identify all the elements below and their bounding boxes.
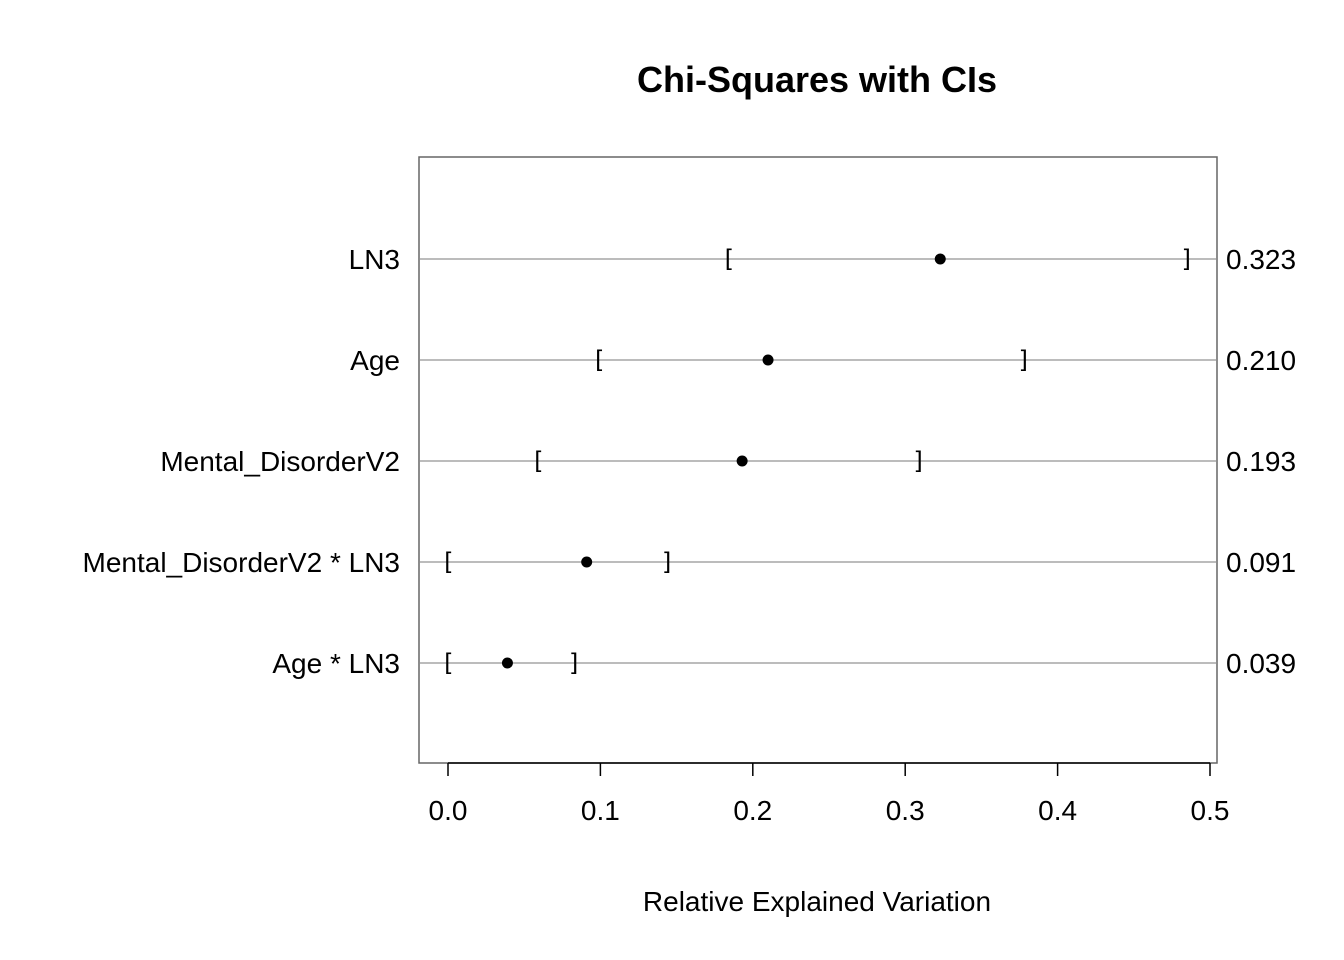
- value-labels: 0.323 0.210 0.193 0.091 0.039: [1226, 244, 1296, 679]
- data-point: [762, 354, 774, 366]
- ci-high-bracket: ]: [912, 447, 926, 475]
- row-label: LN3: [349, 244, 400, 275]
- row-label: Age * LN3: [272, 648, 400, 679]
- ci-high-bracket: ]: [1017, 346, 1031, 374]
- ci-high-bracket: ]: [567, 649, 581, 677]
- value-label: 0.091: [1226, 547, 1296, 578]
- x-tick-label: 0.1: [581, 795, 620, 826]
- row-label: Mental_DisorderV2 * LN3: [83, 547, 401, 578]
- row-labels: LN3 Age Mental_DisorderV2 Mental_DisorderV2…: [83, 244, 401, 679]
- chart-title: Chi-Squares with CIs: [637, 59, 997, 100]
- row-label: Mental_DisorderV2: [160, 446, 400, 477]
- data-point: [581, 556, 593, 568]
- x-tick-label: 0.4: [1038, 795, 1077, 826]
- x-tick-label: 0.0: [429, 795, 468, 826]
- ci-low-bracket: [: [531, 447, 545, 475]
- ci-low-bracket: [: [592, 346, 606, 374]
- value-label: 0.193: [1226, 446, 1296, 477]
- data-point: [934, 253, 946, 265]
- data-points: [501, 253, 946, 669]
- data-point: [736, 455, 748, 467]
- gridlines: [420, 258, 1216, 664]
- ci-high-bracket: ]: [1180, 245, 1194, 273]
- x-tick-label: 0.2: [733, 795, 772, 826]
- value-label: 0.323: [1226, 244, 1296, 275]
- value-label: 0.039: [1226, 648, 1296, 679]
- ci-low-bracket: [: [441, 649, 455, 677]
- confidence-intervals: [] [] [] [] []: [441, 245, 1195, 677]
- value-label: 0.210: [1226, 345, 1296, 376]
- row-label: Age: [350, 345, 400, 376]
- x-axis: 0.0 0.1 0.2 0.3 0.4 0.5: [429, 763, 1230, 826]
- x-axis-label: Relative Explained Variation: [643, 886, 991, 917]
- ci-low-bracket: [: [721, 245, 735, 273]
- x-tick-label: 0.3: [886, 795, 925, 826]
- data-point: [501, 657, 513, 669]
- ci-high-bracket: ]: [660, 548, 674, 576]
- x-tick-label: 0.5: [1191, 795, 1230, 826]
- ci-low-bracket: [: [441, 548, 455, 576]
